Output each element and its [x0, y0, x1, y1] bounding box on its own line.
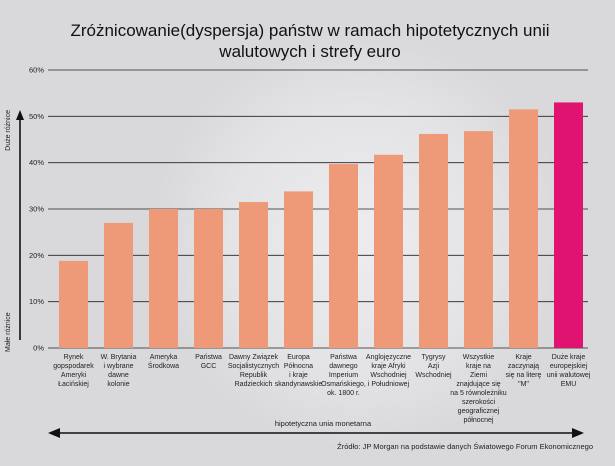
source-note: Źródło: JP Morgan na podstawie danych Św… [337, 442, 593, 451]
y-axis-top-label: Duże różnice [5, 110, 12, 151]
bar [194, 209, 223, 348]
x-category-label: Tygrysy Azji Wschodniej [415, 354, 452, 379]
x-category-label: W. Brytania i wybrane dawne kolonie [101, 354, 137, 388]
bars [59, 102, 583, 348]
y-tick-label: 60% [29, 66, 44, 75]
y-tick-label: 40% [29, 158, 44, 167]
x-axis-arrow-head-right [572, 428, 584, 438]
y-tick-label: 50% [29, 112, 44, 121]
x-category-label: Kraje zaczynają się na literę "M" [506, 354, 542, 388]
x-category-label: Duże kraje europejskiej unii walutowej EMU [547, 354, 591, 388]
x-category-label: Państwa dawnego Imperium Osmańskiego, ok. 18… [321, 354, 366, 397]
bar [59, 260, 88, 348]
y-tick-label: 30% [29, 205, 44, 214]
bar [104, 222, 133, 348]
bar [509, 109, 538, 348]
chart-title: Zróżnicowanie(dyspersja) państw w ramach… [70, 21, 550, 61]
x-category-label: Anglojęzyczne kraje Afryki Wschodniej i Poł… [366, 354, 411, 388]
bar [329, 164, 358, 348]
x-category-label: Ameryka Środkowa [148, 354, 179, 370]
gridlines [48, 69, 588, 349]
bar [239, 202, 268, 348]
x-axis-arrow-head-left [48, 428, 60, 438]
y-tick-label: 0% [33, 344, 44, 353]
bar [419, 133, 448, 348]
x-category-label: Państwa GCC [195, 354, 222, 370]
x-category-label: Wszystkie kraje na Ziemi znajdujące się na 5… [450, 354, 507, 424]
y-tick-label: 10% [29, 297, 44, 306]
bar [374, 154, 403, 348]
y-axis-arrow-head [16, 110, 24, 120]
bar [464, 131, 493, 348]
bar [554, 102, 583, 348]
y-axis-bottom-label: Małe różnice [5, 312, 12, 352]
y-tick-label: 20% [29, 251, 44, 260]
x-category-label: Europa Północna i kraje skandynawskie [275, 354, 323, 388]
x-axis-label: hipotetyczna unia monetarna [275, 419, 372, 428]
y-tick-labels: 0% 10% 20% 30% 40% 50% 60% [29, 66, 44, 353]
bar [149, 209, 178, 348]
bar [284, 191, 313, 348]
x-category-label: Dawny Związek Socjalistycznych Republik Rad… [228, 354, 279, 388]
x-category-label: Rynek gopspodarek Ameryki Łacińskiej [53, 354, 94, 388]
